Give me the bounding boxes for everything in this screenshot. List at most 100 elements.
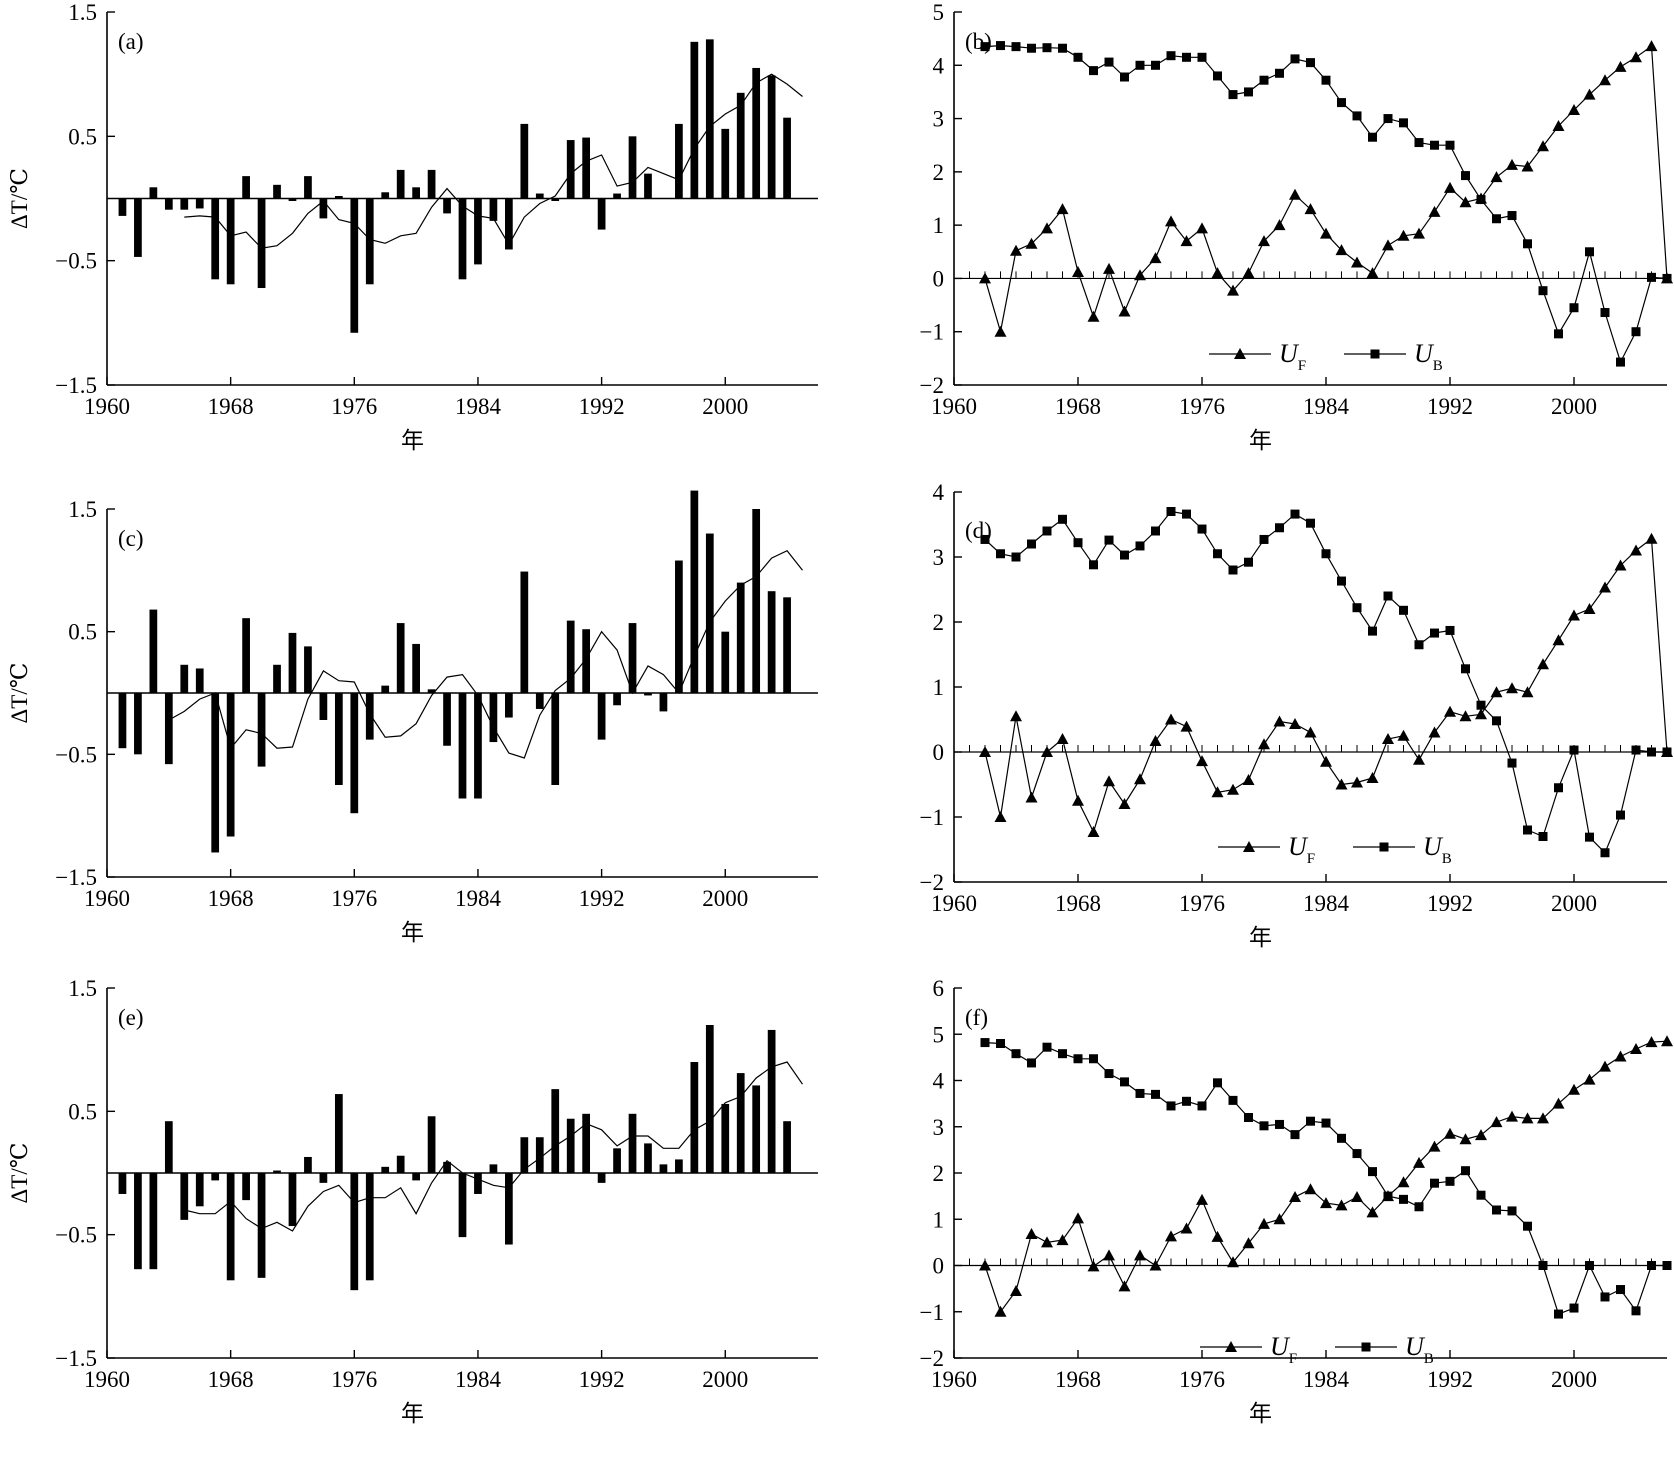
uf-point <box>1273 1213 1286 1225</box>
bar <box>566 620 575 693</box>
moving-average-line <box>168 549 803 759</box>
x-tick-label: 2000 <box>702 886 748 911</box>
y-axis-label-symbol: ΔT <box>7 200 32 229</box>
bar <box>396 169 405 199</box>
bar <box>427 169 436 199</box>
ub-point <box>1368 1167 1377 1177</box>
y-tick-label: −1.5 <box>55 1346 97 1371</box>
ub-point <box>1492 716 1501 726</box>
x-tick-label: 1984 <box>455 886 502 911</box>
bar <box>427 689 436 693</box>
uf-point <box>1010 1284 1022 1296</box>
x-tick-label: 1960 <box>84 1367 130 1392</box>
ub-point <box>1554 783 1563 793</box>
y-tick-label: 1.5 <box>68 0 97 25</box>
uf-point <box>1568 609 1580 621</box>
bar <box>520 123 529 199</box>
x-tick-label: 1968 <box>208 394 254 419</box>
uf-point <box>1072 794 1084 806</box>
y-tick-label: −2 <box>920 1346 944 1371</box>
uf-point <box>1072 1212 1084 1224</box>
ub-point <box>1290 1130 1300 1140</box>
x-tick-label: 1960 <box>931 1367 977 1392</box>
legend: UF UB <box>1209 339 1443 374</box>
bar <box>644 693 652 696</box>
bar <box>427 1116 436 1173</box>
y-tick-label: −0.5 <box>55 1223 97 1248</box>
ub-point <box>1089 1054 1098 1064</box>
uf-point <box>1335 244 1348 256</box>
legend-ub-sub: B <box>1424 1351 1434 1367</box>
bar <box>628 1113 637 1173</box>
y-axis-label-symbol: ΔT <box>7 1175 32 1204</box>
bar <box>195 668 204 693</box>
bar <box>489 1164 498 1173</box>
uf-point <box>1537 140 1549 152</box>
y-tick-label: 0.5 <box>68 124 97 149</box>
ub-point <box>1228 1095 1238 1105</box>
uf-point <box>1227 284 1239 296</box>
uf-point <box>1134 773 1146 785</box>
uf-point <box>1087 310 1100 322</box>
uf-point <box>1227 1256 1239 1268</box>
ub-point <box>980 534 990 544</box>
x-axis-label: 年 <box>1249 925 1272 951</box>
uf-point <box>1382 239 1394 251</box>
legend-uf-marker <box>1225 1341 1237 1352</box>
uf-point <box>1366 1206 1379 1218</box>
bar <box>505 1173 513 1245</box>
ub-point <box>1352 111 1362 121</box>
bar <box>319 198 328 219</box>
x-tick-label: 2000 <box>702 1367 748 1392</box>
y-tick-label: 2 <box>933 610 945 635</box>
uf-point <box>1351 776 1363 788</box>
uf-point <box>1351 256 1363 268</box>
legend-uf-label: UF <box>1270 1332 1297 1367</box>
bar <box>474 693 482 799</box>
ub-point <box>1321 75 1331 85</box>
ub-point <box>1352 1149 1362 1159</box>
x-axis-label: 年 <box>1249 1401 1272 1427</box>
uf-point <box>1614 559 1627 571</box>
bar <box>783 117 791 199</box>
ub-point <box>1430 140 1439 150</box>
uf-point <box>1118 1280 1131 1292</box>
panel-label: (a) <box>118 29 144 54</box>
bar <box>783 1121 791 1173</box>
ub-point <box>1492 214 1501 224</box>
x-axis-label: 年 <box>401 1401 424 1427</box>
bar <box>628 623 637 693</box>
uf-point <box>1165 713 1177 725</box>
ub-line <box>984 1042 1667 1315</box>
uf-point <box>1521 1112 1534 1124</box>
bar <box>443 1161 451 1173</box>
uf-point <box>994 1305 1007 1317</box>
bar <box>644 173 652 199</box>
x-tick-label: 1976 <box>1179 1367 1225 1392</box>
bar <box>443 198 451 214</box>
uf-point <box>1211 786 1224 798</box>
uf-point <box>1258 235 1270 247</box>
y-axis-label-unit: /℃ <box>7 663 32 695</box>
bar <box>690 41 699 199</box>
bar <box>257 198 266 289</box>
uf-point <box>1444 1127 1456 1139</box>
uf-point <box>1537 1112 1549 1124</box>
uf-point <box>1149 252 1162 264</box>
ub-point <box>1197 524 1207 534</box>
uf-point <box>1103 775 1115 787</box>
bar <box>489 198 498 221</box>
bar <box>273 1170 281 1173</box>
uf-point <box>1087 825 1100 837</box>
ub-point <box>1662 747 1672 757</box>
bar <box>597 1173 606 1183</box>
bar <box>535 1137 544 1173</box>
ub-point <box>1368 132 1377 142</box>
ub-point <box>1228 90 1238 100</box>
y-tick-label: 0 <box>933 266 945 291</box>
ub-point <box>1166 51 1176 61</box>
bar <box>736 582 745 693</box>
ub-point <box>1538 286 1548 296</box>
uf-point <box>1056 1234 1069 1246</box>
y-tick-label: 3 <box>933 107 945 132</box>
